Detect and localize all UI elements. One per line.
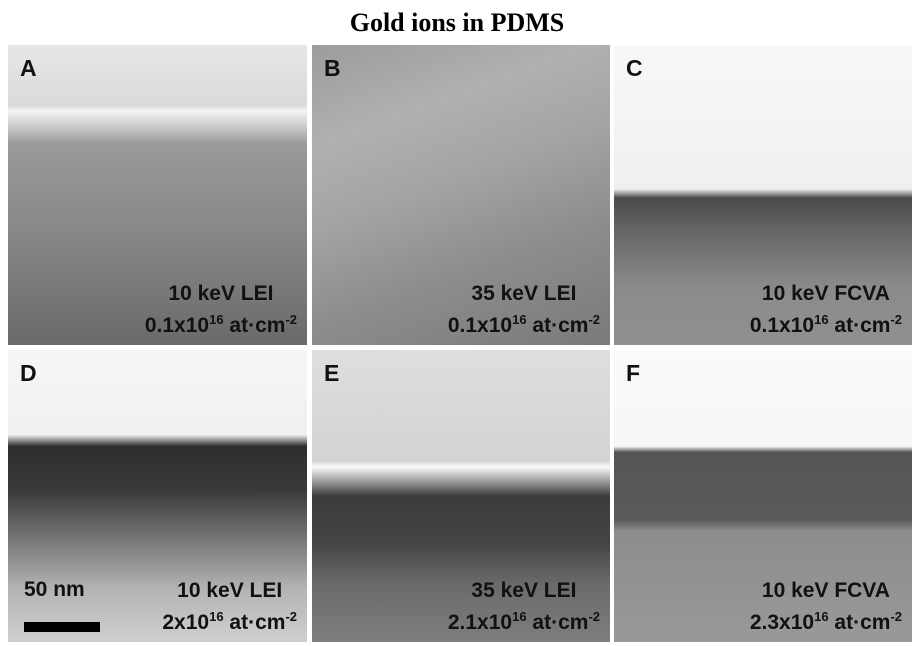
dose-exp: 16 xyxy=(209,312,223,327)
dose-unit-exp: -2 xyxy=(890,312,902,327)
dose-base: 0.1x10 xyxy=(750,314,814,337)
dose: 0.1x1016 at·cm-2 xyxy=(145,307,297,339)
scale-bar-label: 50 nm xyxy=(24,578,85,602)
panel-label: E xyxy=(324,360,339,387)
dose-unit: at·cm xyxy=(229,314,285,337)
panel-label: A xyxy=(20,55,37,82)
dose-unit-exp: -2 xyxy=(588,609,600,624)
dose-unit: at·cm xyxy=(532,611,588,634)
dose-exp: 16 xyxy=(512,312,526,327)
panel-label: B xyxy=(324,55,341,82)
page: Gold ions in PDMS A10 keV LEI0.1x1016 at… xyxy=(0,0,914,646)
scale-bar xyxy=(24,622,100,632)
dose-unit: at·cm xyxy=(834,611,890,634)
dose-base: 2.3x10 xyxy=(750,611,814,634)
dose-base: 0.1x10 xyxy=(145,314,209,337)
panel-label: F xyxy=(626,360,640,387)
dose-base: 2.1x10 xyxy=(448,611,512,634)
dose: 2x1016 at·cm-2 xyxy=(162,604,297,636)
dose-unit: at·cm xyxy=(532,314,588,337)
dose-exp: 16 xyxy=(814,609,828,624)
panel-label: D xyxy=(20,360,37,387)
dose: 0.1x1016 at·cm-2 xyxy=(448,307,600,339)
dose: 2.3x1016 at·cm-2 xyxy=(750,604,902,636)
energy: 10 keV LEI xyxy=(145,281,297,307)
dose-unit-exp: -2 xyxy=(890,609,902,624)
dose-unit-exp: -2 xyxy=(285,312,297,327)
dose-unit: at·cm xyxy=(834,314,890,337)
energy: 10 keV FCVA xyxy=(750,578,902,604)
dose-exp: 16 xyxy=(512,609,526,624)
dose-unit-exp: -2 xyxy=(588,312,600,327)
energy: 10 keV LEI xyxy=(162,578,297,604)
dose-unit-exp: -2 xyxy=(285,609,297,624)
dose-exp: 16 xyxy=(209,609,223,624)
dose-base: 2x10 xyxy=(162,611,209,634)
dose-unit: at·cm xyxy=(229,611,285,634)
dose-exp: 16 xyxy=(814,312,828,327)
energy: 35 keV LEI xyxy=(448,281,600,307)
figure-title: Gold ions in PDMS xyxy=(0,8,914,38)
panel-label: C xyxy=(626,55,643,82)
dose-base: 0.1x10 xyxy=(448,314,512,337)
energy: 10 keV FCVA xyxy=(750,281,902,307)
energy: 35 keV LEI xyxy=(448,578,600,604)
dose: 2.1x1016 at·cm-2 xyxy=(448,604,600,636)
dose: 0.1x1016 at·cm-2 xyxy=(750,307,902,339)
